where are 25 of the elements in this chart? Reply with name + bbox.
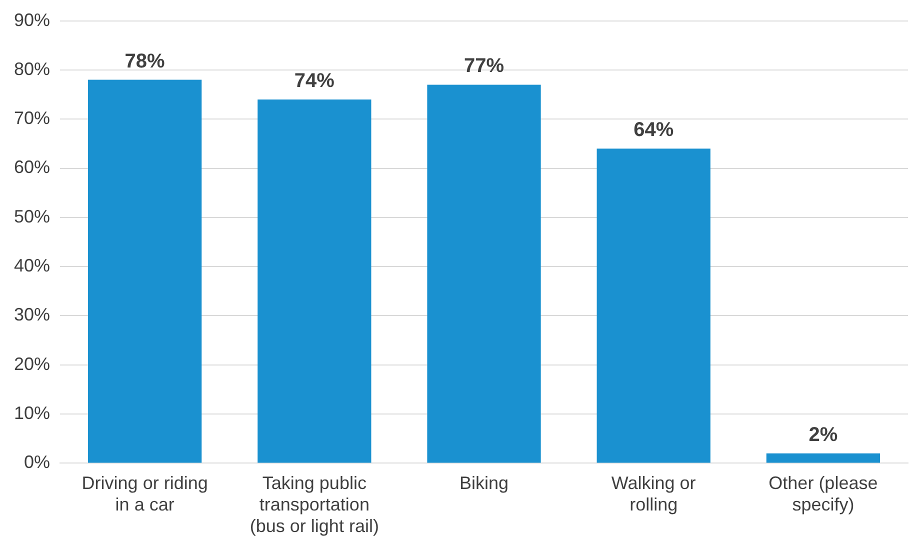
y-tick-label: 40%	[14, 256, 50, 276]
y-tick-label: 60%	[14, 157, 50, 178]
y-tick-label: 0%	[24, 452, 50, 472]
data-label: 64%	[634, 119, 674, 142]
bar	[427, 84, 541, 463]
bar	[596, 148, 710, 463]
data-label: 74%	[294, 70, 335, 92]
data-label: 2%	[808, 424, 838, 446]
x-tick-label: Biking	[460, 472, 509, 493]
x-tick-label: Walking or rolling	[611, 472, 696, 515]
x-tick-label: Taking public transportation (bus or light rail)	[250, 472, 379, 536]
bar	[258, 99, 372, 463]
y-tick-label: 10%	[14, 403, 50, 424]
x-tick-label: Driving or riding in a car	[82, 472, 208, 515]
y-tick-label: 70%	[14, 108, 50, 128]
data-label: 77%	[464, 55, 504, 78]
y-tick-label: 30%	[14, 304, 50, 325]
bar	[88, 80, 202, 463]
y-tick-label: 90%	[14, 10, 50, 30]
data-label: 78%	[124, 50, 166, 72]
y-tick-label: 50%	[14, 206, 50, 226]
bar	[766, 453, 880, 463]
x-tick-label: Other (please specify)	[768, 472, 878, 515]
y-tick-label: 20%	[14, 354, 50, 374]
y-tick-label: 80%	[14, 58, 50, 79]
